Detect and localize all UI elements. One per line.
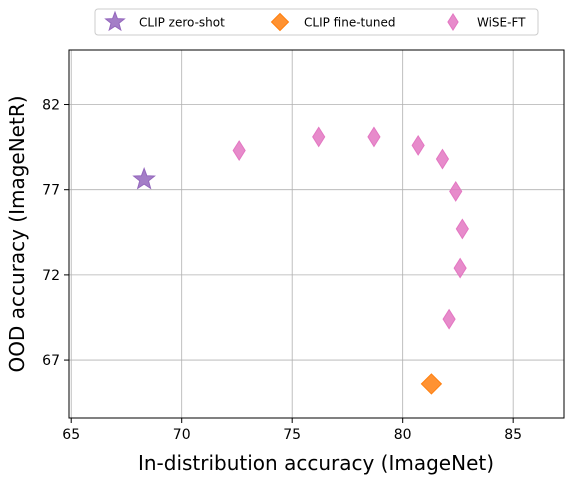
y-tick-label: 67: [42, 353, 60, 369]
clip-zero-shot-point: [132, 167, 156, 190]
legend: CLIP zero-shot CLIP fine-tuned WiSE-FT: [94, 8, 539, 36]
legend-label: WiSE-FT: [477, 16, 526, 30]
wise-ft-point: [435, 148, 450, 170]
clip-fine-tuned-point: [420, 373, 443, 395]
wise-ft-point: [453, 257, 467, 279]
grid: [69, 50, 564, 418]
y-tick-label: 82: [42, 98, 60, 114]
wise-ft-point: [442, 308, 456, 330]
plot-area: [68, 49, 565, 419]
x-axis-title: In-distribution accuracy (ImageNet): [138, 451, 494, 475]
wise-ft-point: [232, 140, 246, 161]
legend-frame: [94, 8, 539, 36]
wise-ft-point: [449, 180, 463, 202]
x-tick-label: 80: [394, 427, 412, 443]
axis-ticks: 65 70 75 80 85 67 72 77 82: [42, 98, 522, 443]
wise-ft-point: [411, 134, 425, 156]
wise-ft-point: [455, 218, 469, 240]
x-tick-label: 65: [62, 427, 80, 443]
legend-label: CLIP zero-shot: [139, 16, 225, 30]
legend-marker: [447, 12, 459, 32]
legend-label: CLIP fine-tuned: [304, 16, 395, 30]
y-tick-label: 77: [42, 183, 60, 199]
y-axis-title: OOD accuracy (ImageNetR): [5, 95, 29, 372]
legend-marker: [104, 10, 126, 32]
legend-marker: [270, 12, 290, 32]
x-tick-label: 85: [504, 427, 522, 443]
wise-ft-point: [312, 126, 326, 148]
y-tick-label: 72: [42, 268, 60, 284]
x-tick-label: 70: [173, 427, 191, 443]
x-tick-label: 75: [283, 427, 301, 443]
wise-ft-point: [367, 126, 381, 148]
data-markers: [132, 126, 469, 395]
